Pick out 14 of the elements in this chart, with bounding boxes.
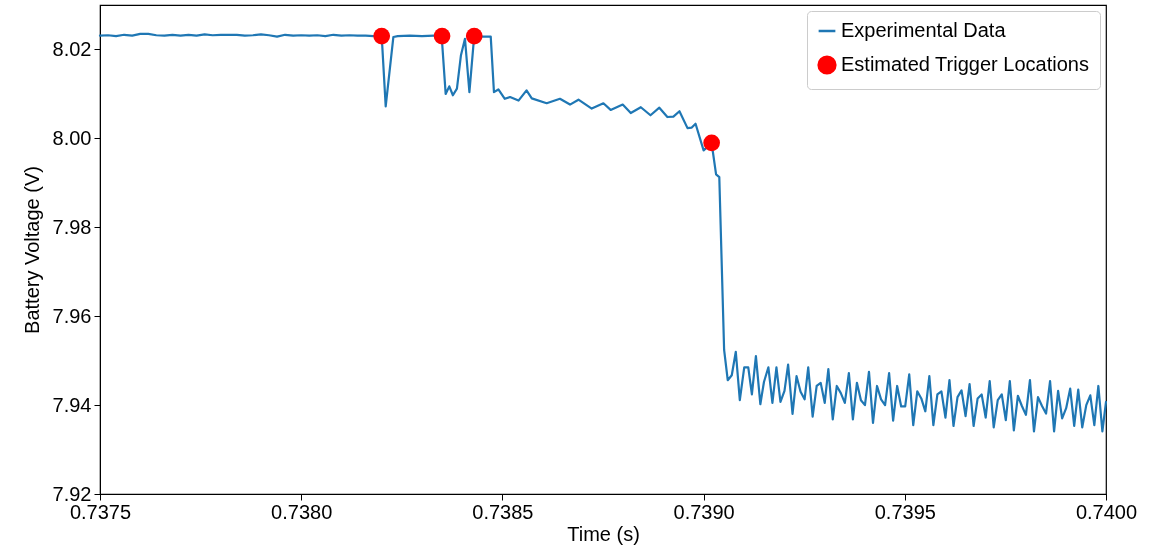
legend-label: Experimental Data [841, 19, 1007, 41]
x-tick-label: 0.7395 [874, 500, 936, 523]
legend-label: Estimated Trigger Locations [841, 53, 1089, 75]
y-tick-label: 7.96 [52, 304, 92, 327]
y-tick-label: 8.00 [52, 126, 92, 149]
y-tick-label: 7.94 [52, 393, 92, 416]
x-tick-label: 0.7385 [472, 500, 534, 523]
x-tick-label: 0.7390 [673, 500, 735, 523]
y-tick-label: 8.02 [52, 37, 92, 60]
x-tick-label: 0.7380 [271, 500, 333, 523]
y-tick-label: 7.98 [52, 215, 92, 238]
x-tick-label: 0.7400 [1075, 500, 1138, 523]
x-axis-title: Time (s) [567, 522, 640, 545]
y-axis-title: Battery Voltage (V) [20, 166, 43, 334]
